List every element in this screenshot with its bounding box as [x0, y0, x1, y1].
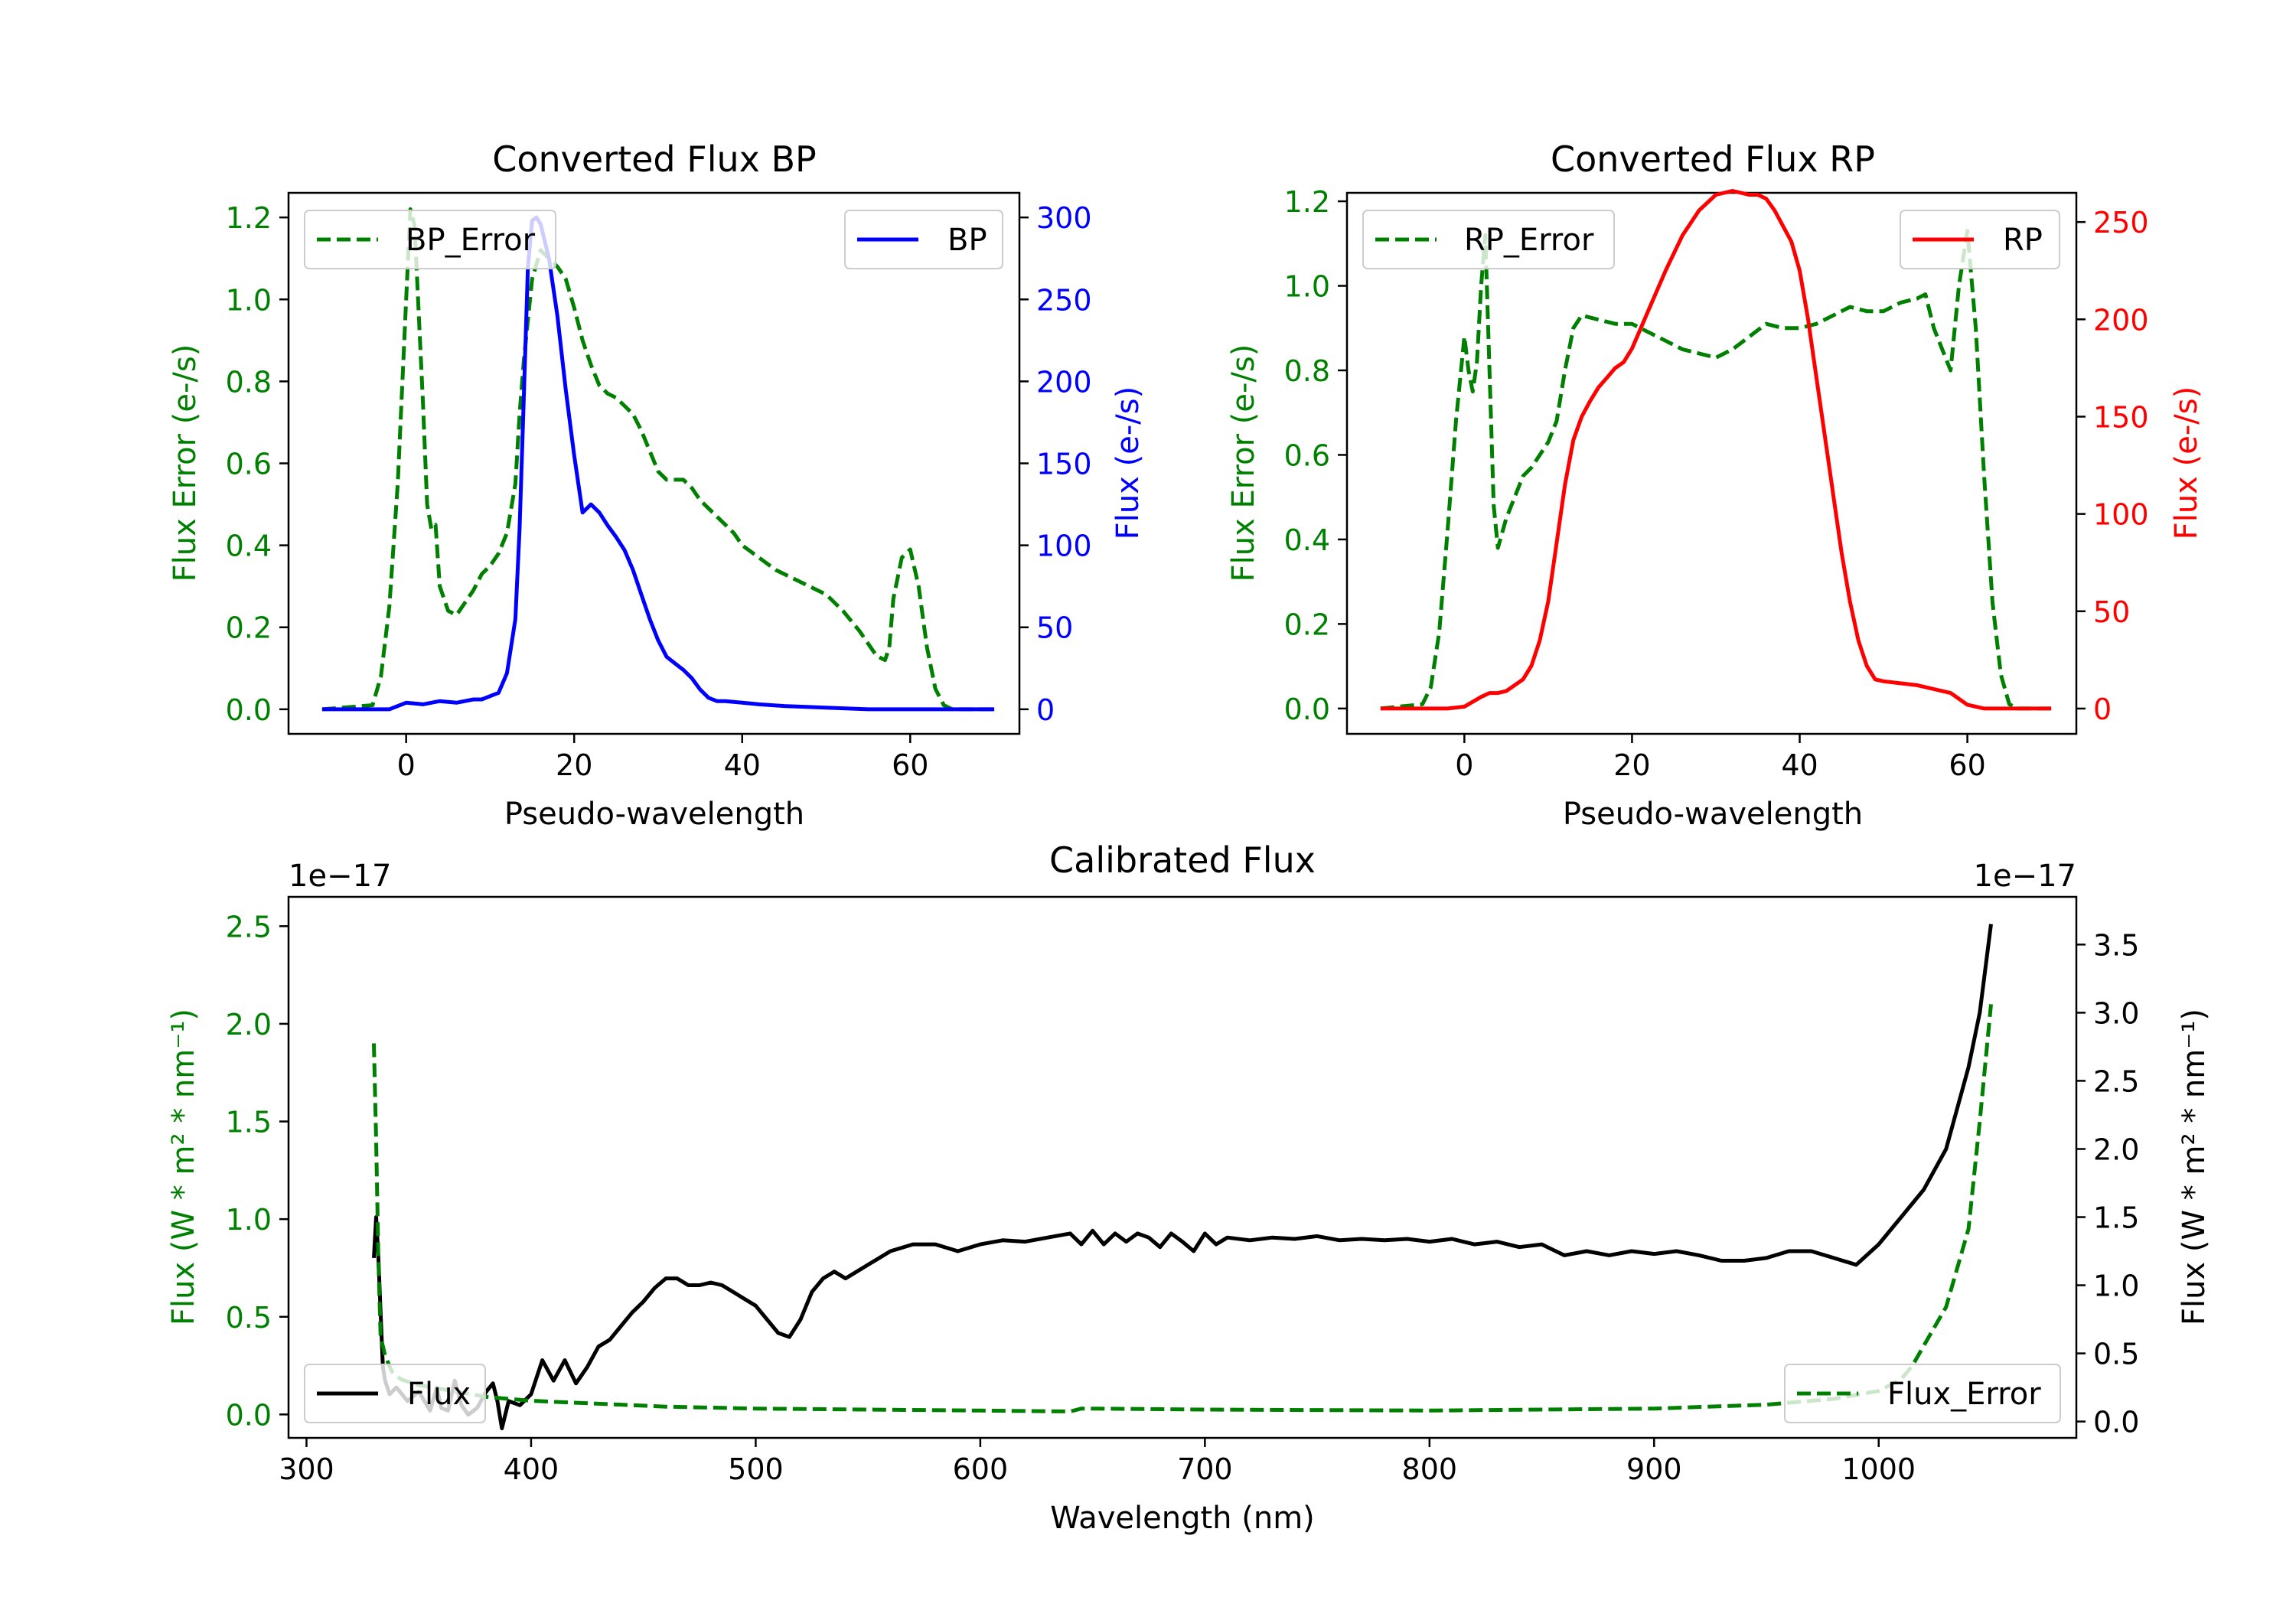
p2-ytick-left-label: 2.5	[226, 910, 272, 944]
bp-title: Converted Flux BP	[492, 139, 817, 180]
bp-ticks: 0 20 40 60 0.0 0.2 0.4 0.6 0.8 1.0 1.2 0 50 100 150 200…	[226, 201, 1092, 782]
p1-ytick-right-label: 250	[2093, 206, 2149, 240]
p1-ytick-left-label: 1.0	[1284, 270, 1330, 304]
rp-ylabel-left: Flux Error (e-/s)	[1226, 344, 1261, 582]
p2-xtick-label: 1000	[1841, 1452, 1916, 1486]
calibrated-title: Calibrated Flux	[1049, 839, 1316, 881]
p2-xtick-label: 300	[279, 1452, 334, 1486]
p0-ytick-right-label: 150	[1036, 448, 1092, 481]
p2-ytick-left-label: 0.0	[226, 1398, 272, 1432]
p2-xtick-label: 400	[504, 1452, 559, 1486]
p2-ytick-right-label: 0.5	[2093, 1338, 2139, 1371]
rp-title: Converted Flux RP	[1551, 139, 1875, 180]
p2-ytick-right-label: 1.0	[2093, 1270, 2139, 1303]
rp-xlabel: Pseudo-wavelength	[1563, 797, 1863, 832]
bp-xlabel: Pseudo-wavelength	[504, 797, 804, 832]
rp-lines	[1380, 189, 2052, 711]
bp-legend-flux-label: BP	[947, 223, 987, 258]
p2-ytick-left-label: 2.0	[226, 1008, 272, 1041]
p0-ytick-left-label: 1.0	[226, 283, 272, 317]
p0-xtick-label: 60	[892, 748, 928, 782]
p1-xtick-label: 0	[1455, 748, 1473, 782]
calibrated-panel: Calibrated Flux 1e−17 1e−17 300 400 500 600…	[166, 839, 2212, 1536]
rp-panel: Converted Flux RP 0 20 40 60 0.0 0.2 0.4 0.6 0.8…	[1226, 139, 2204, 832]
p2-ytick-right-label: 2.5	[2093, 1064, 2139, 1098]
p2-ytick-right-label: 3.5	[2093, 928, 2139, 962]
p1-ytick-left-label: 0.0	[1284, 693, 1330, 726]
p0-ytick-right-label: 300	[1036, 201, 1092, 235]
p0-xtick-label: 0	[397, 748, 416, 782]
p1-ytick-left-label: 0.4	[1284, 523, 1330, 557]
p0-ytick-left-label: 0.0	[226, 693, 272, 727]
bp-legend-left: BP_Error	[304, 210, 556, 269]
rp-legend-left: RP_Error	[1362, 210, 1615, 269]
p0-xtick-label: 40	[724, 748, 761, 782]
p1-ytick-right-label: 100	[2093, 498, 2149, 532]
p0-xtick-label: 20	[556, 748, 592, 782]
calibrated-ticks: 300 400 500 600 700 800 900 1000 0.0 0.5 1.0 1.5 2.0…	[226, 910, 2140, 1486]
p0-ytick-left-label: 0.4	[226, 530, 272, 563]
p1-ytick-left-label: 0.6	[1284, 438, 1330, 472]
rp-legend-error-label: RP_Error	[1464, 223, 1594, 258]
bp-ylabel-left: Flux Error (e-/s)	[168, 344, 203, 582]
calibrated-ylabel-right: Flux (W * m² * nm⁻¹)	[2177, 1009, 2212, 1325]
p0-ytick-right-label: 100	[1036, 530, 1092, 563]
p2-ytick-left-label: 1.5	[226, 1106, 272, 1139]
p2-ytick-left-label: 0.5	[226, 1301, 272, 1335]
bp-ylabel-right: Flux (e-/s)	[1110, 386, 1146, 539]
bp-legend-right: BP	[844, 210, 1003, 269]
p2-ytick-right-label: 1.5	[2093, 1201, 2139, 1235]
p2-xtick-label: 600	[953, 1452, 1009, 1486]
p0-ytick-right-label: 200	[1036, 365, 1092, 399]
calibrated-offset-left: 1e−17	[289, 859, 391, 894]
calibrated-plot-frame	[287, 895, 2078, 1439]
p2-xtick-label: 800	[1402, 1452, 1458, 1486]
p1-ytick-right-label: 50	[2093, 595, 2130, 629]
p1-ytick-right-label: 150	[2093, 400, 2149, 434]
p0-series-bp	[321, 215, 995, 712]
calibrated-legend-error-label: Flux_Error	[1887, 1377, 2041, 1412]
bp-legend-error-label: BP_Error	[406, 223, 536, 258]
p2-xtick-label: 500	[728, 1452, 784, 1486]
p2-xtick-label: 700	[1177, 1452, 1233, 1486]
rp-ticks: 0 20 40 60 0.0 0.2 0.4 0.6 0.8 1.0 1.2 0 50 100 150 200…	[1284, 185, 2149, 782]
p0-ytick-left-label: 0.2	[226, 611, 272, 645]
rp-plot-frame	[1345, 191, 2078, 735]
p0-ytick-left-label: 0.6	[226, 448, 272, 481]
p2-series-flux	[372, 924, 1993, 1430]
rp-ylabel-right: Flux (e-/s)	[2169, 386, 2204, 539]
p1-xtick-label: 20	[1613, 748, 1650, 782]
calibrated-legend-flux-label: Flux	[407, 1377, 471, 1412]
p1-xtick-label: 40	[1781, 748, 1818, 782]
calibrated-xlabel: Wavelength (nm)	[1050, 1501, 1315, 1536]
p1-ytick-left-label: 1.2	[1284, 185, 1330, 219]
p1-ytick-right-label: 0	[2093, 693, 2112, 726]
p1-ytick-left-label: 0.2	[1284, 608, 1330, 641]
p1-xtick-label: 60	[1949, 748, 1985, 782]
p0-ytick-right-label: 250	[1036, 283, 1092, 317]
p2-ytick-left-label: 1.0	[226, 1203, 272, 1237]
calibrated-ylabel-left: Flux (W * m² * nm⁻¹)	[166, 1009, 201, 1325]
calibrated-legend-right: Flux_Error	[1784, 1364, 2061, 1423]
rp-legend-right: RP	[1900, 210, 2060, 269]
p0-ytick-left-label: 0.8	[226, 365, 272, 399]
calibrated-offset-right: 1e−17	[1974, 859, 2076, 894]
p2-xtick-label: 900	[1626, 1452, 1682, 1486]
p0-ytick-left-label: 1.2	[226, 201, 272, 235]
rp-legend-flux-label: RP	[2003, 223, 2043, 258]
p2-ytick-right-label: 0.0	[2093, 1406, 2139, 1439]
p1-ytick-right-label: 200	[2093, 303, 2149, 337]
p2-ytick-right-label: 3.0	[2093, 996, 2139, 1030]
p1-ytick-left-label: 0.8	[1284, 354, 1330, 388]
calibrated-legend-left: Flux	[304, 1364, 486, 1423]
p0-series-bp-error	[321, 207, 995, 712]
p2-ytick-right-label: 2.0	[2093, 1133, 2139, 1166]
p0-ytick-right-label: 50	[1036, 611, 1073, 645]
p0-ytick-right-label: 0	[1036, 693, 1055, 727]
p1-series-rp	[1380, 189, 2052, 711]
bp-lines	[321, 207, 995, 712]
bp-panel: Converted Flux BP 0 20 40 60 0.0 0.2 0.4 0.6 0.8…	[168, 139, 1146, 832]
